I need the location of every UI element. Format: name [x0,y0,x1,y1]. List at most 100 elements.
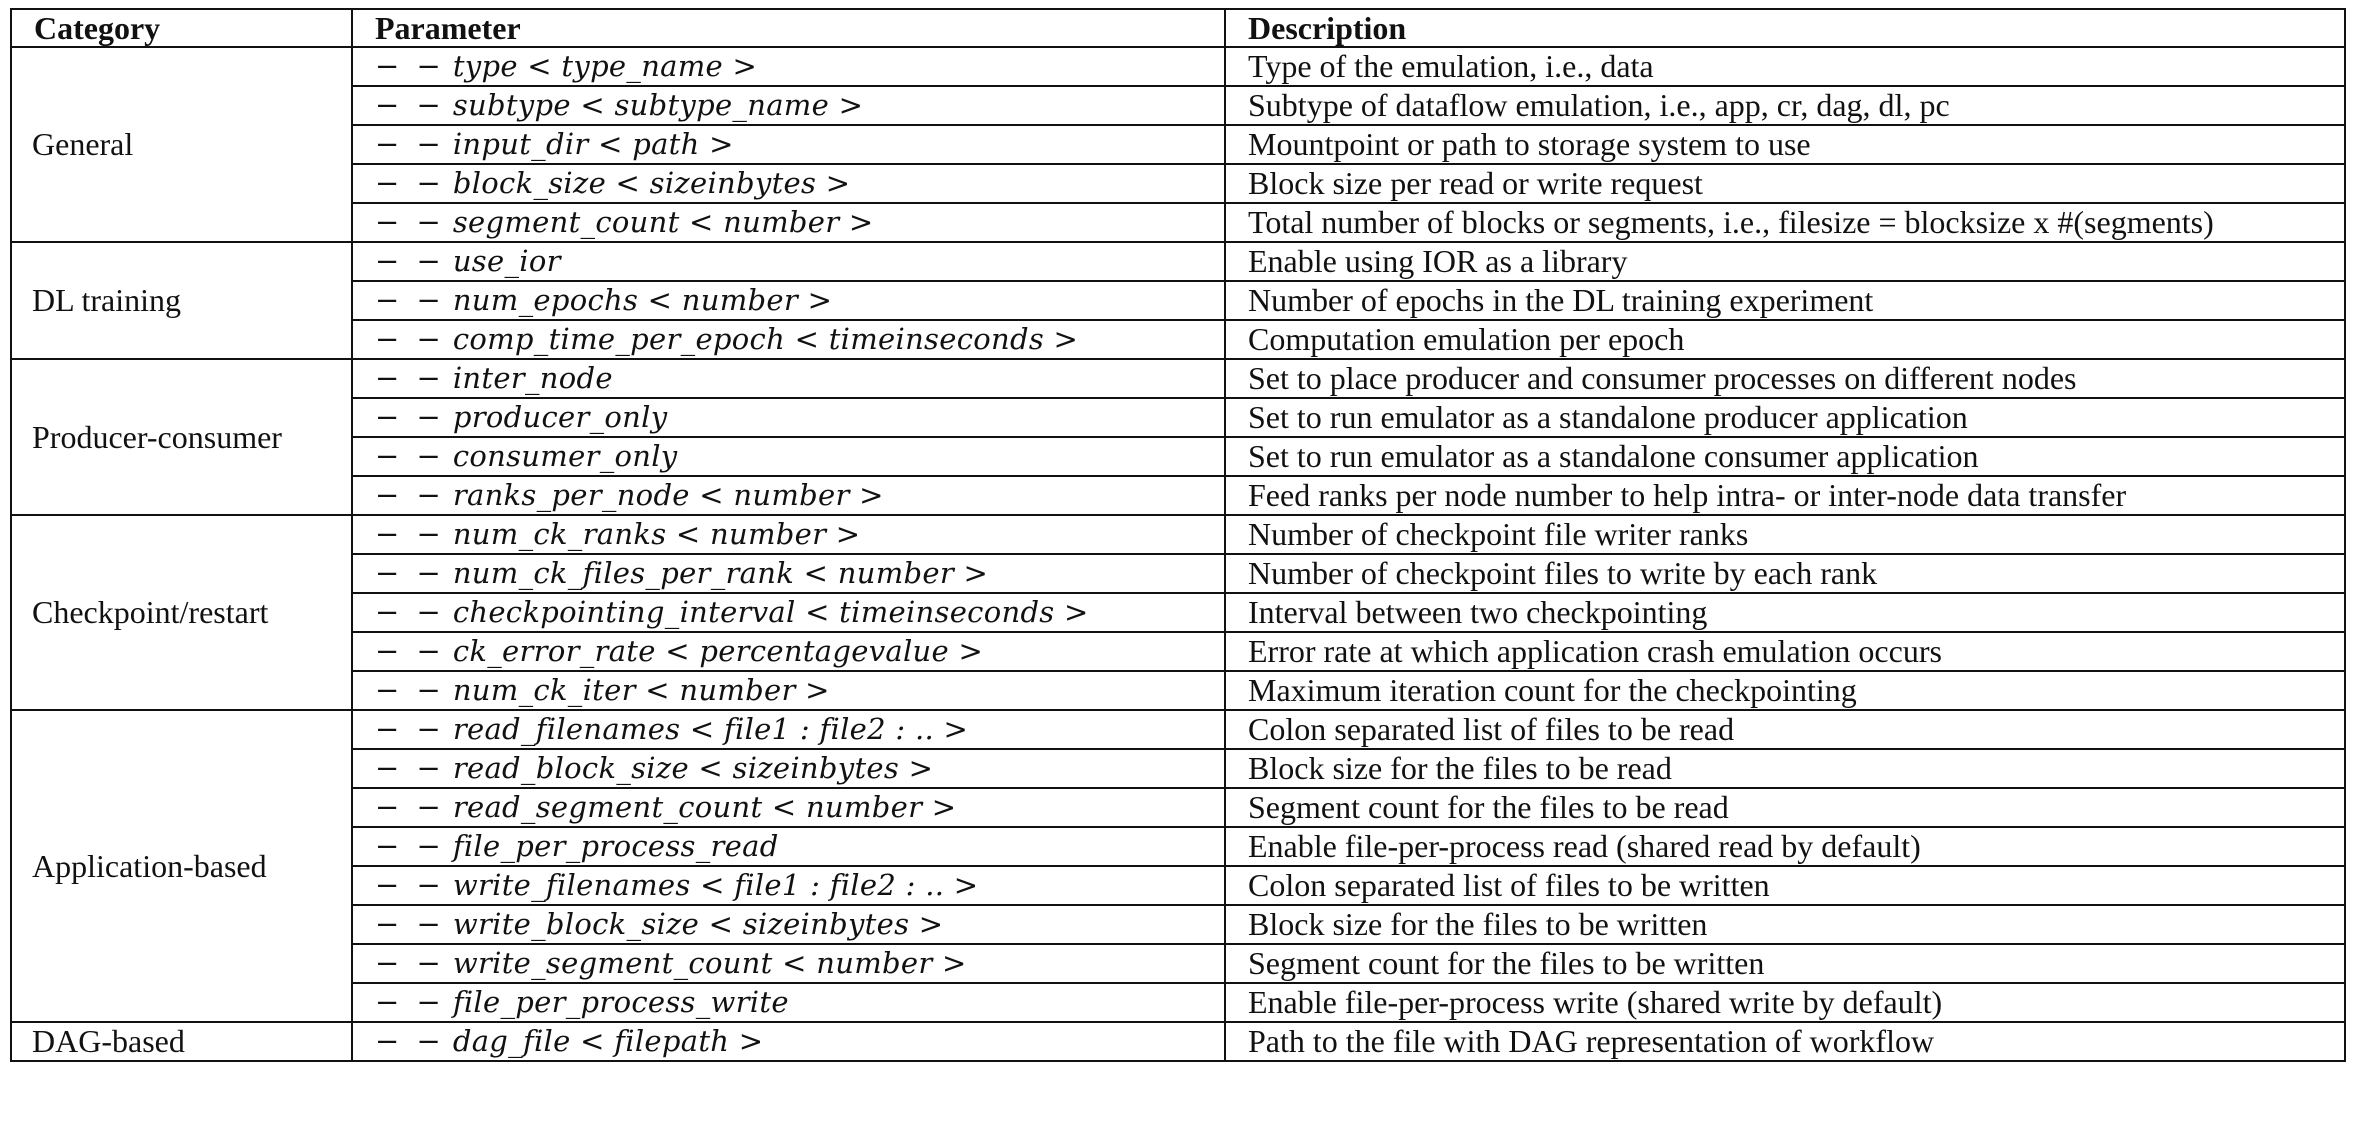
description-cell: Block size for the files to be written [1224,904,2346,945]
parameter-name: num_ck_files_per_rank < number > [452,556,989,590]
parameter-cell: − − num_epochs < number > [351,280,1226,321]
table-row: Application-based − − read_filenames < fil… [10,709,2346,1023]
description-cell: Maximum iteration count for the checkpoi… [1224,670,2346,711]
description-cell: Number of epochs in the DL training expe… [1224,280,2346,321]
parameter-cell: − − read_segment_count < number > [351,787,1226,828]
parameter-cell: − − dag_file < filepath > [351,1021,1226,1062]
table-row: − − write_block_size < sizeinbytes > Block… [11,904,2346,945]
parameter-name: write_segment_count < number > [452,946,967,980]
description-cell: Enable file-per-process write (shared wr… [1224,982,2346,1023]
parameter-dash-prefix: − − [375,556,445,590]
parameter-dash-prefix: − − [375,283,445,317]
header-category: Category [10,8,353,48]
parameter-table: Category Parameter Description General − … [10,8,2346,1062]
parameter-cell: − − inter_node [351,358,1226,399]
parameter-cell: − − read_filenames < file1 : file2 : .. > [351,709,1226,750]
parameter-name: dag_file < filepath > [452,1024,764,1058]
parameter-name: file_per_process_write [452,985,789,1019]
description-cell: Computation emulation per epoch [1224,319,2346,360]
parameter-cell: − − segment_count < number > [351,202,1226,243]
parameter-name: checkpointing_interval < timeinseconds > [452,595,1089,629]
parameter-dash-prefix: − − [375,751,445,785]
table-row: DAG-based − − dag_file < filepath > Path to… [10,1021,2346,1062]
parameter-dash-prefix: − − [375,790,445,824]
parameter-dash-prefix: − − [375,127,445,161]
parameter-name: producer_only [452,400,668,434]
parameter-dash-prefix: − − [375,88,445,122]
parameter-cell: − − read_block_size < sizeinbytes > [351,748,1226,789]
category-cell: DL training [10,241,353,360]
parameter-dash-prefix: − − [375,673,445,707]
parameter-cell: − − block_size < sizeinbytes > [351,163,1226,204]
description-cell: Error rate at which application crash em… [1224,631,2346,672]
description-cell: Segment count for the files to be writte… [1224,943,2346,984]
parameter-cell: − − file_per_process_write [351,982,1226,1023]
parameter-name: consumer_only [452,439,678,473]
description-cell: Segment count for the files to be read [1224,787,2346,828]
parameter-name: read_segment_count < number > [452,790,957,824]
parameter-cell: − − num_ck_iter < number > [351,670,1226,711]
parameter-dash-prefix: − − [375,1024,445,1058]
description-cell: Block size per read or write request [1224,163,2346,204]
table-row: General − − type < type_name > Type of the … [10,46,2346,243]
table-header: Category Parameter Description [10,8,2346,48]
parameter-dash-prefix: − − [375,712,445,746]
parameter-name: write_block_size < sizeinbytes > [452,907,944,941]
table-row: Producer-consumer − − inter_node Set to pla… [10,358,2346,516]
header-row: Category Parameter Description [10,8,2346,48]
parameter-cell: − − ranks_per_node < number > [351,475,1226,516]
table-row: − − write_segment_count < number > Segment… [11,943,2346,984]
parameter-cell: − − write_block_size < sizeinbytes > [351,904,1226,945]
parameter-name: inter_node [452,361,613,395]
header-description: Description [1224,8,2346,48]
parameter-name: num_epochs < number > [452,283,833,317]
table-row: − − write_filenames < file1 : file2 : .. … [11,865,2346,906]
parameter-dash-prefix: − − [375,322,445,356]
parameter-name: ck_error_rate < percentagevalue > [452,634,984,668]
category-cell: Application-based [10,709,353,1023]
description-cell: Colon separated list of files to be writ… [1224,865,2346,906]
table-row: − − num_epochs < number > Number of epochs… [11,280,2346,321]
parameter-cell: − − ck_error_rate < percentagevalue > [351,631,1226,672]
description-cell: Feed ranks per node number to help intra… [1224,475,2346,516]
description-cell: Total number of blocks or segments, i.e.… [1224,202,2346,243]
table-row: − − consumer_only Set to run emulator as a… [11,436,2346,477]
parameter-dash-prefix: − − [375,361,445,395]
parameter-name: block_size < sizeinbytes > [452,166,851,200]
parameter-name: read_block_size < sizeinbytes > [452,751,934,785]
category-cell: General [10,46,353,243]
table-row: Checkpoint/restart − − num_ck_ranks < numb… [10,514,2346,711]
parameter-cell: − − input_dir < path > [351,124,1226,165]
table-row: − − ck_error_rate < percentagevalue > Erro… [11,631,2346,672]
table-row: − − checkpointing_interval < timeinsecond… [11,592,2346,633]
table-row: − − segment_count < number > Total number … [11,202,2346,243]
description-cell: Type of the emulation, i.e., data [1224,46,2346,87]
parameter-name: use_ior [452,244,561,278]
parameter-name: write_filenames < file1 : file2 : .. > [452,868,979,902]
parameter-cell: − − write_filenames < file1 : file2 : .. … [351,865,1226,906]
parameter-dash-prefix: − − [375,985,445,1019]
category-cell: Checkpoint/restart [10,514,353,711]
description-cell: Mountpoint or path to storage system to … [1224,124,2346,165]
description-cell: Path to the file with DAG representation… [1224,1021,2346,1062]
table-row: − − num_ck_files_per_rank < number > Numbe… [11,553,2346,594]
table-body: General − − type < type_name > Type of the … [10,46,2346,1062]
description-cell: Interval between two checkpointing [1224,592,2346,633]
description-cell: Subtype of dataflow emulation, i.e., app… [1224,85,2346,126]
parameter-name: num_ck_ranks < number > [452,517,861,551]
parameter-dash-prefix: − − [375,946,445,980]
parameter-cell: − − write_segment_count < number > [351,943,1226,984]
parameter-cell: − − use_ior [351,241,1226,282]
table-row: − − block_size < sizeinbytes > Block size … [11,163,2346,204]
table-row: − − input_dir < path > Mountpoint or path … [11,124,2346,165]
parameter-dash-prefix: − − [375,595,445,629]
parameter-dash-prefix: − − [375,205,445,239]
description-cell: Block size for the files to be read [1224,748,2346,789]
parameter-cell: − − producer_only [351,397,1226,438]
description-cell: Enable using IOR as a library [1224,241,2346,282]
parameter-name: segment_count < number > [452,205,874,239]
table-row: − − read_segment_count < number > Segment … [11,787,2346,828]
table-row: − − num_ck_iter < number > Maximum iterati… [11,670,2346,711]
parameter-cell: − − type < type_name > [351,46,1226,87]
parameter-name: comp_time_per_epoch < timeinseconds > [452,322,1079,356]
